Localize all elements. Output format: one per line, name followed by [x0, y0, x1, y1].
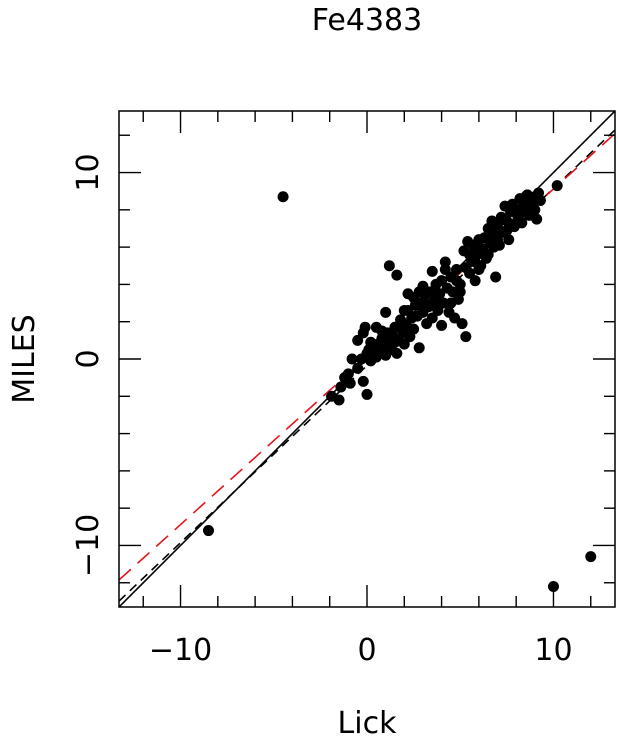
- data-point: [380, 306, 392, 318]
- data-point: [451, 275, 463, 287]
- data-point: [383, 260, 395, 272]
- x-tick-label: −10: [149, 633, 212, 668]
- data-point: [519, 191, 531, 203]
- axis-ticks: [119, 111, 615, 607]
- data-point: [436, 319, 448, 331]
- data-point: [432, 293, 444, 305]
- y-axis-label: MILES: [7, 314, 42, 403]
- data-point: [426, 265, 438, 277]
- data-point: [346, 353, 358, 365]
- data-point: [585, 551, 597, 563]
- data-point: [413, 286, 425, 298]
- data-point: [342, 368, 354, 380]
- data-point: [391, 347, 403, 359]
- data-point: [424, 286, 436, 298]
- y-tick-label: 10: [71, 153, 106, 191]
- data-point: [454, 286, 466, 298]
- tick-labels: −10 0 10 −10 0 10: [71, 153, 573, 668]
- data-point: [398, 338, 410, 350]
- data-point: [456, 318, 468, 330]
- data-point: [529, 204, 541, 216]
- data-point: [439, 263, 451, 275]
- data-point: [203, 525, 215, 537]
- x-tick-label: 0: [357, 633, 376, 668]
- data-point: [376, 325, 388, 337]
- data-point: [352, 362, 364, 374]
- plot-frame: [118, 110, 616, 608]
- data-point: [445, 297, 457, 309]
- x-axis-label: Lick: [338, 706, 398, 741]
- data-point: [492, 234, 504, 246]
- data-point: [436, 275, 448, 287]
- data-point: [357, 375, 369, 387]
- data-point: [469, 256, 481, 268]
- data-point: [482, 249, 494, 261]
- data-point: [547, 580, 559, 592]
- data-point: [421, 299, 433, 311]
- data-point: [451, 263, 463, 275]
- data-point: [460, 262, 472, 274]
- data-point: [464, 249, 476, 261]
- data-point: [501, 224, 513, 236]
- data-point: [449, 312, 461, 324]
- data-point: [365, 336, 377, 348]
- data-point: [551, 180, 563, 192]
- data-point: [352, 334, 364, 346]
- x-tick-label: 10: [534, 633, 572, 668]
- data-point: [531, 213, 543, 225]
- data-point: [361, 388, 373, 400]
- data-point: [398, 327, 410, 339]
- chart-title: Fe4383: [312, 3, 422, 38]
- data-point: [398, 305, 410, 317]
- data-point: [490, 271, 502, 283]
- data-point: [460, 331, 472, 343]
- data-point: [335, 381, 347, 393]
- data-point: [344, 377, 356, 389]
- data-point: [408, 323, 420, 335]
- data-point: [501, 215, 513, 227]
- data-point: [333, 394, 345, 406]
- data-point: [391, 269, 403, 281]
- data-point: [277, 191, 289, 203]
- data-point: [503, 234, 515, 246]
- data-point: [510, 217, 522, 229]
- data-point: [534, 195, 546, 207]
- data-point: [432, 305, 444, 317]
- data-point: [402, 288, 414, 300]
- data-point: [426, 312, 438, 324]
- data-points: [203, 180, 597, 592]
- data-point: [357, 327, 369, 339]
- y-tick-label: −10: [71, 514, 106, 577]
- data-point: [469, 275, 481, 287]
- y-tick-label: 0: [71, 349, 106, 368]
- data-point: [389, 336, 401, 348]
- data-point: [413, 342, 425, 354]
